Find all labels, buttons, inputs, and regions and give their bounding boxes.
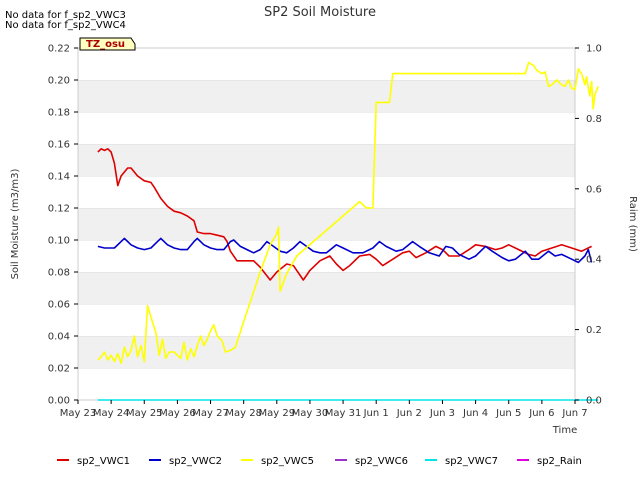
no-data-note-1: No data for f_sp2_VWC3 — [5, 10, 126, 21]
x-tick-label: May 31 — [325, 408, 362, 419]
series-line-sp2_VWC1 — [97, 148, 592, 281]
site-badge: TZ_osu — [79, 37, 136, 51]
x-tick-label: Jun 5 — [495, 408, 521, 419]
x-tick-label: May 28 — [225, 408, 262, 419]
grid-band — [78, 304, 575, 336]
x-tick-label: May 25 — [126, 408, 163, 419]
y2-tick-label: 0.2 — [586, 325, 602, 336]
grid-band — [78, 112, 575, 144]
y-tick-label: 0.08 — [48, 268, 70, 279]
y2-tick-label: 0.6 — [586, 184, 602, 195]
x-tick-label: Jun 4 — [462, 408, 488, 419]
x-tick-label: May 24 — [93, 408, 130, 419]
grid-band — [78, 80, 575, 112]
y-tick-label: 0.00 — [48, 396, 70, 407]
y-tick-label: 0.14 — [48, 172, 70, 183]
y-tick-label: 0.10 — [48, 236, 70, 247]
legend-label-sp2_VWC2: sp2_VWC2 — [169, 456, 222, 467]
y-tick-label: 0.02 — [48, 364, 70, 375]
site-badge-label: TZ_osu — [86, 39, 125, 50]
legend-label-sp2_VWC1: sp2_VWC1 — [77, 456, 130, 467]
y2-tick-label: 1.0 — [586, 44, 602, 55]
legend-label-sp2_VWC6: sp2_VWC6 — [355, 456, 408, 467]
series-layer — [97, 61, 599, 401]
legend-label-sp2_Rain: sp2_Rain — [537, 456, 582, 467]
y-tick-label: 0.16 — [48, 140, 70, 151]
x-tick-label: Jun 7 — [561, 408, 587, 419]
grid-bands — [78, 47, 575, 400]
y-tick-label: 0.22 — [48, 44, 70, 55]
x-tick-label: May 23 — [60, 408, 97, 419]
x-tick-label: May 27 — [192, 408, 229, 419]
series-line-sp2_VWC5 — [97, 61, 599, 365]
y2-tick-label: 0.4 — [586, 255, 602, 266]
grid-band — [78, 176, 575, 208]
x-tick-label: May 29 — [259, 408, 296, 419]
y-tick-label: 0.20 — [48, 76, 70, 87]
chart-title: SP2 Soil Moisture — [264, 5, 376, 20]
y-axis-left: 0.00 0.02 0.04 0.06 0.08 0.10 0.12 0.14 0.16 0.18… — [48, 44, 78, 407]
x-tick-label: May 26 — [159, 408, 196, 419]
site-badge-box — [79, 37, 136, 51]
grid-band — [78, 240, 575, 272]
y2-tick-label: 0.0 — [586, 396, 602, 407]
grid-band — [78, 208, 575, 240]
x-tick-label: Jun 1 — [363, 408, 389, 419]
x-tick-label: Jun 6 — [528, 408, 554, 419]
no-data-note-2: No data for f_sp2_VWC4 — [5, 20, 126, 31]
x-axis-label: Time — [552, 425, 577, 436]
y2-axis-label: Raim (mm) — [627, 196, 638, 252]
legend-label-sp2_VWC5: sp2_VWC5 — [261, 456, 314, 467]
x-tick-label: Jun 3 — [429, 408, 455, 419]
grid-band — [78, 48, 575, 80]
y2-tick-label: 0.8 — [586, 114, 602, 125]
grid-band — [78, 144, 575, 176]
grid-band — [78, 368, 575, 400]
x-tick-label: Jun 2 — [396, 408, 422, 419]
y-tick-label: 0.06 — [48, 300, 70, 311]
y-axis-right: 0.0 0.2 0.4 0.6 0.8 1.0 — [575, 44, 602, 407]
grid-band — [78, 272, 575, 304]
y-tick-label: 0.12 — [48, 204, 70, 215]
y-axis-label: Soil Moisture (m3/m3) — [10, 169, 21, 280]
y-tick-label: 0.18 — [48, 108, 70, 119]
grid-band — [78, 336, 575, 368]
y-tick-label: 0.04 — [48, 332, 70, 343]
x-tick-label: May 30 — [292, 408, 329, 419]
legend: sp2_VWC1 sp2_VWC2 sp2_VWC5 sp2_VWC6 sp2_VWC7… — [57, 456, 582, 467]
legend-label-sp2_VWC7: sp2_VWC7 — [445, 456, 498, 467]
series-line-sp2_VWC2 — [97, 237, 593, 264]
